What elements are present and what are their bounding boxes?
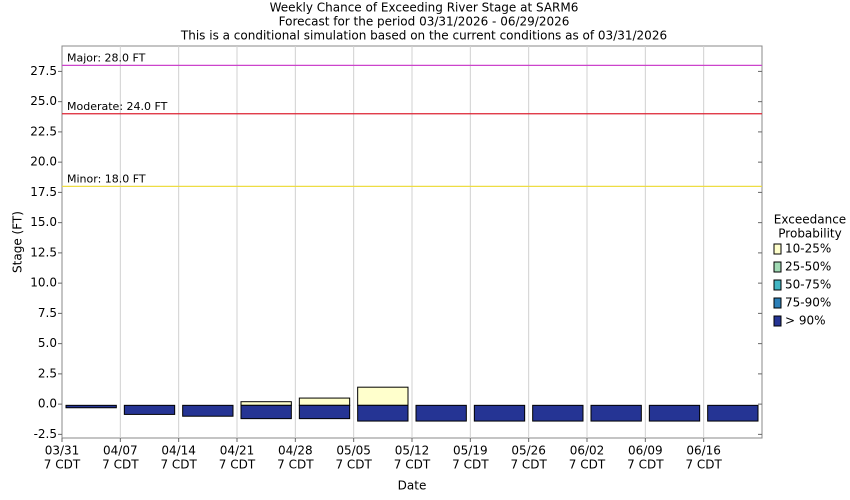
x-tick-label: 7 CDT xyxy=(452,458,489,472)
bar xyxy=(240,401,292,406)
legend-title: Exceedance xyxy=(774,213,846,227)
bar xyxy=(65,404,117,409)
legend-label: > 90% xyxy=(785,314,826,328)
threshold-label: Major: 28.0 FT xyxy=(67,51,146,64)
y-axis-title: Stage (FT) xyxy=(11,211,25,273)
legend-label: 75-90% xyxy=(785,296,831,310)
bar xyxy=(298,397,351,406)
y-tick-label: 10.0 xyxy=(30,276,57,290)
x-tick-label: 7 CDT xyxy=(160,458,197,472)
x-tick-label: 7 CDT xyxy=(394,458,431,472)
x-axis-title: Date xyxy=(398,479,427,493)
bar xyxy=(473,404,526,422)
chart-title: Forecast for the period 03/31/2026 - 06/… xyxy=(279,15,570,29)
threshold-label: Moderate: 24.0 FT xyxy=(67,100,168,113)
y-tick-label: 15.0 xyxy=(30,215,57,229)
x-tick-label: 7 CDT xyxy=(685,458,722,472)
bar xyxy=(357,404,409,422)
bar xyxy=(707,404,759,422)
bar xyxy=(298,404,351,420)
bar xyxy=(240,404,292,420)
y-tick-label: 7.5 xyxy=(38,306,57,320)
legend-label: 10-25% xyxy=(785,242,831,256)
x-tick-label: 7 CDT xyxy=(510,458,547,472)
chart-title: This is a conditional simulation based o… xyxy=(180,29,667,43)
x-tick-label: 04/07 xyxy=(103,444,138,458)
legend-swatch xyxy=(773,297,782,309)
x-tick-label: 06/09 xyxy=(628,444,663,458)
bar xyxy=(532,404,584,422)
x-tick-label: 7 CDT xyxy=(44,458,81,472)
bar xyxy=(123,404,176,415)
x-tick-label: 05/05 xyxy=(336,444,371,458)
legend-swatch xyxy=(773,315,782,327)
bar xyxy=(182,404,234,417)
x-tick-label: 06/16 xyxy=(686,444,721,458)
y-tick-label: 25.0 xyxy=(30,94,57,108)
x-tick-label: 05/26 xyxy=(511,444,546,458)
x-tick-label: 04/21 xyxy=(220,444,255,458)
legend-title: Probability xyxy=(778,227,841,241)
y-tick-label: 17.5 xyxy=(30,185,57,199)
x-tick-label: 7 CDT xyxy=(627,458,664,472)
y-tick-label: 12.5 xyxy=(30,245,57,259)
legend-swatch xyxy=(773,261,782,273)
x-tick-label: 03/31 xyxy=(45,444,80,458)
y-tick-label: 2.5 xyxy=(38,366,57,380)
x-tick-label: 7 CDT xyxy=(569,458,606,472)
x-tick-label: 04/28 xyxy=(278,444,313,458)
y-tick-label: 0.0 xyxy=(38,397,57,411)
bar xyxy=(648,404,701,422)
x-tick-label: 05/19 xyxy=(453,444,488,458)
y-tick-label: 20.0 xyxy=(30,155,57,169)
legend-swatch xyxy=(773,243,782,255)
y-tick-label: -2.5 xyxy=(34,427,57,441)
y-tick-label: 5.0 xyxy=(38,336,57,350)
x-tick-label: 7 CDT xyxy=(277,458,314,472)
y-tick-label: 22.5 xyxy=(30,124,57,138)
legend-label: 50-75% xyxy=(785,278,831,292)
x-tick-label: 06/02 xyxy=(570,444,605,458)
bar xyxy=(415,404,467,422)
x-tick-label: 7 CDT xyxy=(102,458,139,472)
bar xyxy=(590,404,642,422)
legend-swatch xyxy=(773,279,782,291)
x-tick-label: 05/12 xyxy=(395,444,430,458)
y-tick-label: 27.5 xyxy=(30,64,57,78)
threshold-label: Minor: 18.0 FT xyxy=(67,172,146,185)
x-tick-label: 7 CDT xyxy=(219,458,256,472)
x-tick-label: 7 CDT xyxy=(335,458,372,472)
bar xyxy=(357,386,409,406)
legend-label: 25-50% xyxy=(785,260,831,274)
chart-title: Weekly Chance of Exceeding River Stage a… xyxy=(270,1,579,15)
x-tick-label: 04/14 xyxy=(161,444,196,458)
